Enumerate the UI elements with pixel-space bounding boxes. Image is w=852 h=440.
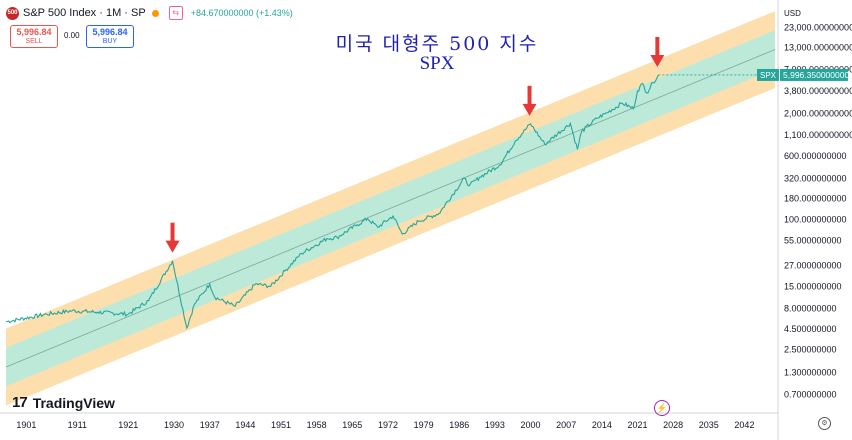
peak-arrows xyxy=(165,36,665,253)
chart-header: 500 S&P 500 Index · 1M · SP ⇆ +84.670000… xyxy=(6,6,293,20)
x-tick-label: 1944 xyxy=(235,420,255,430)
buy-price: 5,996.84 xyxy=(92,27,128,37)
y-tick-label: 15.000000000 xyxy=(784,281,842,291)
chart-title-symbol: SPX xyxy=(419,53,455,74)
tag-value-bg xyxy=(780,68,848,81)
sell-price: 5,996.84 xyxy=(16,27,52,37)
sell-button[interactable]: 5,996.84 SELL xyxy=(10,25,58,48)
tradingview-logo[interactable]: 17 TradingView xyxy=(12,394,115,411)
price-line xyxy=(5,74,659,330)
x-tick-label: 1930 xyxy=(164,420,184,430)
x-tick-label: 1901 xyxy=(16,420,36,430)
tag-symbol-bg xyxy=(757,68,779,81)
y-tick-label: 55.000000000 xyxy=(784,235,842,245)
price-change: +84.670000000 (+1.43%) xyxy=(190,8,293,18)
x-tick-label: 1911 xyxy=(68,420,87,430)
y-tick-label: 1.300000000 xyxy=(784,368,837,378)
y-tick-label: 600.000000000 xyxy=(784,151,847,161)
alert-icon[interactable]: ⇆ xyxy=(168,6,183,20)
symbol-logo-icon: 500 xyxy=(6,6,19,20)
market-status-icon xyxy=(151,9,159,17)
x-tick-label: 2014 xyxy=(592,420,612,430)
spread-value: 0.00 xyxy=(64,31,80,40)
x-tick-label: 1951 xyxy=(271,420,291,430)
x-tick-label: 2007 xyxy=(556,420,576,430)
x-tick-label: 1979 xyxy=(414,420,434,430)
chart-title-korean: 미국 대형주 500 지수 xyxy=(335,33,539,55)
x-tick-label: 1993 xyxy=(485,420,505,430)
currency-label[interactable]: USD xyxy=(784,9,801,18)
y-tick-label: 13,000.000000000 xyxy=(784,43,852,53)
y-tick-label: 320.000000000 xyxy=(784,173,847,183)
y-tick-label: 100.000000000 xyxy=(784,214,847,224)
y-tick-label: 4.500000000 xyxy=(784,324,837,334)
y-tick-label: 8.000000000 xyxy=(784,303,837,313)
buy-label: BUY xyxy=(102,38,118,45)
x-tick-label: 1958 xyxy=(307,420,327,430)
arrow-down-icon xyxy=(650,36,665,67)
arrow-down-icon xyxy=(522,85,537,116)
tag-value: 5,996.350000000 xyxy=(783,70,849,80)
regression-channel xyxy=(5,11,776,406)
y-tick-label: 27.000000000 xyxy=(784,261,842,271)
x-tick-label: 2035 xyxy=(699,420,719,430)
x-tick-label: 1937 xyxy=(200,420,220,430)
tradingview-logo-icon: 17 xyxy=(12,394,28,411)
gear-icon[interactable]: ⚙ xyxy=(818,417,831,430)
regression-midline xyxy=(5,49,776,368)
price-series xyxy=(5,74,778,330)
y-tick-label: 180.000000000 xyxy=(784,194,847,204)
x-tick-label: 1986 xyxy=(449,420,469,430)
price-axis[interactable]: 23,000.00000000013,000.0000000007,000.00… xyxy=(784,23,852,400)
time-axis[interactable]: 1901 1911 1921 1930 1937 1944 1951 1958 1965 1972… xyxy=(16,420,754,430)
sell-label: SELL xyxy=(25,38,43,45)
symbol-title[interactable]: S&P 500 Index · 1M · SP xyxy=(23,7,146,19)
x-tick-label: 1921 xyxy=(118,420,138,430)
x-tick-label: 2021 xyxy=(627,420,647,430)
flash-icon[interactable]: ⚡ xyxy=(654,400,670,416)
tag-symbol: SPX xyxy=(760,71,777,80)
x-tick-label: 2042 xyxy=(734,420,754,430)
y-tick-label: 2.500000000 xyxy=(784,345,837,355)
y-tick-label: 2,000.000000000 xyxy=(784,109,852,119)
y-tick-label: 3,800.000000000 xyxy=(784,86,852,96)
arrow-down-icon xyxy=(165,222,180,253)
y-tick-label: 1,100.000000000 xyxy=(784,130,852,140)
y-tick-label: 0.700000000 xyxy=(784,389,837,399)
buy-button[interactable]: 5,996.84 BUY xyxy=(86,25,134,48)
x-tick-label: 2028 xyxy=(663,420,683,430)
x-tick-label: 2000 xyxy=(521,420,541,430)
x-tick-label: 1972 xyxy=(378,420,398,430)
brand-name: TradingView xyxy=(32,394,115,411)
last-price-tag: SPX 5,996.350000000 xyxy=(757,68,849,81)
x-tick-label: 1965 xyxy=(342,420,362,430)
y-tick-label: 23,000.000000000 xyxy=(784,23,852,33)
